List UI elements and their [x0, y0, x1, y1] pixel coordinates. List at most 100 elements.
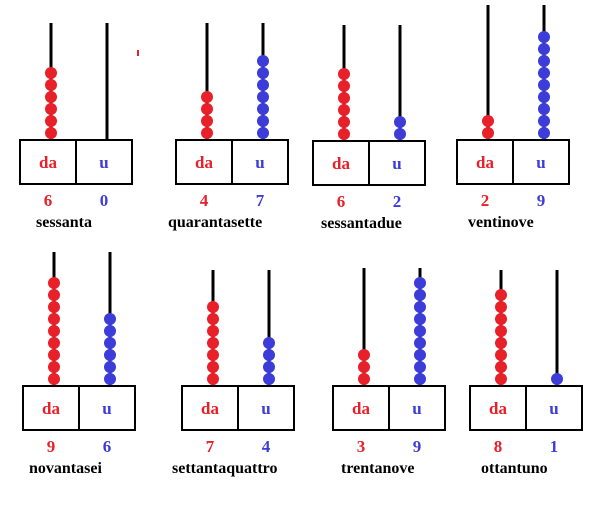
units-column-label: u	[261, 399, 270, 418]
units-bead	[414, 349, 426, 361]
units-bead	[104, 337, 116, 349]
tens-bead	[495, 337, 507, 349]
abacus-1: da u 6 0 sessanta	[19, 23, 133, 231]
tens-bead	[495, 349, 507, 361]
units-column-label: u	[255, 153, 264, 172]
number-word: quarantasette	[168, 214, 262, 231]
tens-bead	[495, 373, 507, 385]
units-bead	[104, 325, 116, 337]
units-bead	[538, 67, 550, 79]
tens-column-label: da	[42, 399, 60, 418]
abacus-7: da u 3 9 trentanove	[332, 268, 446, 477]
units-digit: 9	[537, 191, 546, 210]
number-word: sessanta	[36, 214, 92, 231]
tens-digit: 6	[337, 192, 346, 211]
units-bead	[263, 361, 275, 373]
units-bead	[394, 116, 406, 128]
tens-digit: 6	[44, 191, 53, 210]
units-bead	[414, 373, 426, 385]
tens-bead	[495, 313, 507, 325]
units-digit: 9	[413, 437, 422, 456]
units-bead	[414, 313, 426, 325]
units-bead	[263, 337, 275, 349]
units-bead	[414, 289, 426, 301]
tens-bead	[358, 373, 370, 385]
tens-bead	[482, 127, 494, 139]
tens-bead	[207, 301, 219, 313]
tens-bead	[495, 301, 507, 313]
tens-bead	[207, 373, 219, 385]
units-digit: 2	[393, 192, 402, 211]
tens-bead	[201, 91, 213, 103]
units-bead	[538, 43, 550, 55]
tens-bead	[358, 361, 370, 373]
number-word: ottantuno	[481, 460, 548, 477]
abacus-2: da u 4 7 quarantasette	[168, 23, 289, 231]
abacus-6: da u 7 4 settantaquattro	[172, 270, 295, 477]
units-bead	[538, 115, 550, 127]
tens-column-label: da	[489, 399, 507, 418]
tens-bead	[201, 103, 213, 115]
units-bead	[263, 373, 275, 385]
tens-column-label: da	[476, 153, 494, 172]
number-word: novantasei	[29, 460, 102, 477]
number-word: trentanove	[341, 460, 414, 477]
tens-column-label: da	[332, 154, 350, 173]
tens-bead	[338, 92, 350, 104]
tens-bead	[48, 361, 60, 373]
tens-bead	[45, 115, 57, 127]
tens-bead	[45, 67, 57, 79]
tens-bead	[48, 289, 60, 301]
units-bead	[414, 361, 426, 373]
units-digit: 1	[550, 437, 559, 456]
tens-digit: 2	[481, 191, 490, 210]
units-bead	[257, 55, 269, 67]
tens-bead	[48, 277, 60, 289]
units-bead	[414, 337, 426, 349]
tens-bead	[45, 103, 57, 115]
tens-digit: 4	[200, 191, 209, 210]
number-word: sessantadue	[321, 215, 402, 232]
tens-bead	[48, 301, 60, 313]
units-bead	[257, 91, 269, 103]
units-column-label: u	[412, 399, 421, 418]
units-bead	[104, 373, 116, 385]
units-column-label: u	[392, 154, 401, 173]
units-bead	[104, 313, 116, 325]
units-digit: 6	[103, 437, 112, 456]
units-bead	[257, 79, 269, 91]
tens-bead	[48, 373, 60, 385]
tens-bead	[338, 80, 350, 92]
units-bead	[414, 277, 426, 289]
tens-bead	[48, 349, 60, 361]
tens-bead	[207, 349, 219, 361]
tens-bead	[358, 349, 370, 361]
tens-digit: 8	[494, 437, 503, 456]
units-bead	[551, 373, 563, 385]
tens-bead	[207, 337, 219, 349]
units-digit: 7	[256, 191, 265, 210]
units-bead	[538, 127, 550, 139]
tens-bead	[495, 361, 507, 373]
units-bead	[394, 128, 406, 140]
units-bead	[263, 349, 275, 361]
number-word: settantaquattro	[172, 460, 277, 477]
abacus-3: da u 6 2 sessantadue	[312, 25, 426, 232]
tens-digit: 3	[357, 437, 366, 456]
units-bead	[538, 103, 550, 115]
tens-column-label: da	[195, 153, 213, 172]
units-bead	[538, 91, 550, 103]
units-bead	[257, 103, 269, 115]
tens-bead	[338, 104, 350, 116]
tens-bead	[201, 115, 213, 127]
number-word: ventinove	[468, 214, 534, 231]
tens-bead	[495, 289, 507, 301]
tens-bead	[45, 79, 57, 91]
units-bead	[257, 67, 269, 79]
tens-bead	[48, 337, 60, 349]
tens-bead	[48, 325, 60, 337]
